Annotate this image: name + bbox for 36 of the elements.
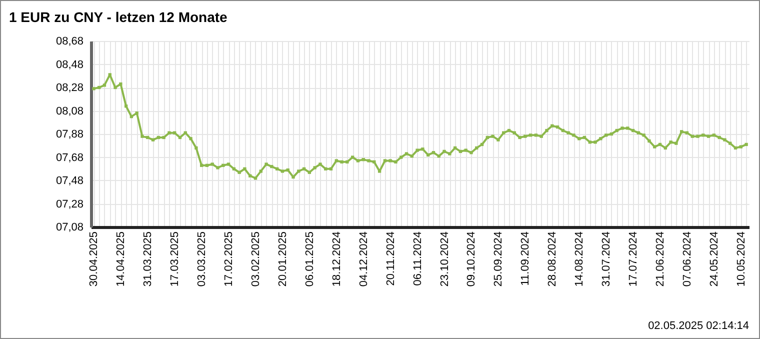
x-tick-label: 04.12.2024: [358, 232, 370, 287]
x-tick-label: 06.01.2025: [304, 232, 316, 287]
y-tick-label: 08,08: [56, 105, 84, 118]
x-tick-label: 31.03.2025: [142, 232, 154, 287]
x-tick-label: 09.10.2024: [466, 232, 478, 287]
x-tick-label: 23.10.2024: [438, 232, 451, 287]
x-tick-label: 20.01.2025: [276, 232, 289, 287]
x-tick-label: 17.03.2025: [169, 232, 182, 287]
x-tick-label: 06.11.2024: [412, 232, 424, 286]
x-tick-label: 18.12.2024: [330, 232, 343, 287]
x-tick-label: 07.06.2024: [681, 232, 694, 287]
x-tick-label: 03.03.2025: [196, 232, 208, 287]
y-tick-label: 07,28: [56, 198, 84, 210]
x-tick-label: 14.04.2025: [115, 232, 128, 287]
text: 02.05.2025 02:14:14: [648, 320, 749, 332]
y-tick-label: 08,28: [56, 82, 84, 94]
x-tick-label: 10.05.2024: [735, 232, 748, 287]
y-tick-label: 08,68: [56, 36, 84, 48]
x-tick-label: 17.07.2024: [628, 232, 640, 287]
x-tick-label: 11.09.2024: [520, 232, 532, 286]
chart-title: 1 EUR zu CNY - letzen 12 Monate: [9, 9, 228, 25]
x-tick-label: 17.02.2025: [223, 232, 236, 287]
x-tick-label: 20.11.2024: [384, 232, 397, 286]
y-tick-label: 07,48: [56, 175, 84, 187]
x-tick-label: 31.07.2024: [600, 232, 613, 287]
y-tick-label: 08,48: [56, 58, 84, 71]
x-tick-label: 21.06.2024: [654, 232, 667, 287]
y-tick-label: 07,68: [56, 152, 84, 164]
y-tick-label: 07,88: [56, 128, 84, 140]
x-tick-label: 03.02.2025: [250, 232, 262, 287]
y-tick-label: 07,08: [56, 222, 84, 234]
x-tick-label: 14.08.2024: [574, 232, 586, 287]
x-tick-label: 24.05.2024: [708, 232, 720, 287]
x-tick-label: 28.08.2024: [546, 232, 559, 287]
x-tick-label: 25.09.2024: [492, 232, 505, 287]
x-tick-label: 30.04.2025: [88, 232, 100, 287]
